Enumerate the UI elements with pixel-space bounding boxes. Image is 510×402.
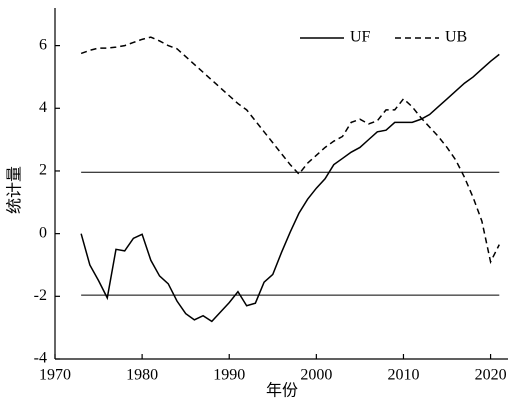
x-tick-label: 2000 xyxy=(300,367,332,384)
data-line xyxy=(80,36,500,265)
y-tick-label: -2 xyxy=(34,287,47,304)
y-tick-label: 6 xyxy=(39,36,47,53)
x-tick-label: 1980 xyxy=(126,367,158,384)
y-axis-label: 统计量 xyxy=(6,166,24,214)
x-axis-label: 年份 xyxy=(266,382,298,400)
x-tick-label: 1970 xyxy=(39,367,71,384)
x-tick-label: 2010 xyxy=(387,367,419,384)
y-tick-label: 4 xyxy=(39,99,47,116)
data-line xyxy=(80,53,500,323)
y-tick-label: -4 xyxy=(34,350,47,367)
y-tick-label: 2 xyxy=(39,162,47,179)
legend-label: UF xyxy=(350,29,371,46)
y-tick-label: 0 xyxy=(39,224,47,241)
x-tick-label: 1990 xyxy=(213,367,245,384)
x-tick-label: 2020 xyxy=(475,367,507,384)
legend-label: UB xyxy=(445,29,467,46)
